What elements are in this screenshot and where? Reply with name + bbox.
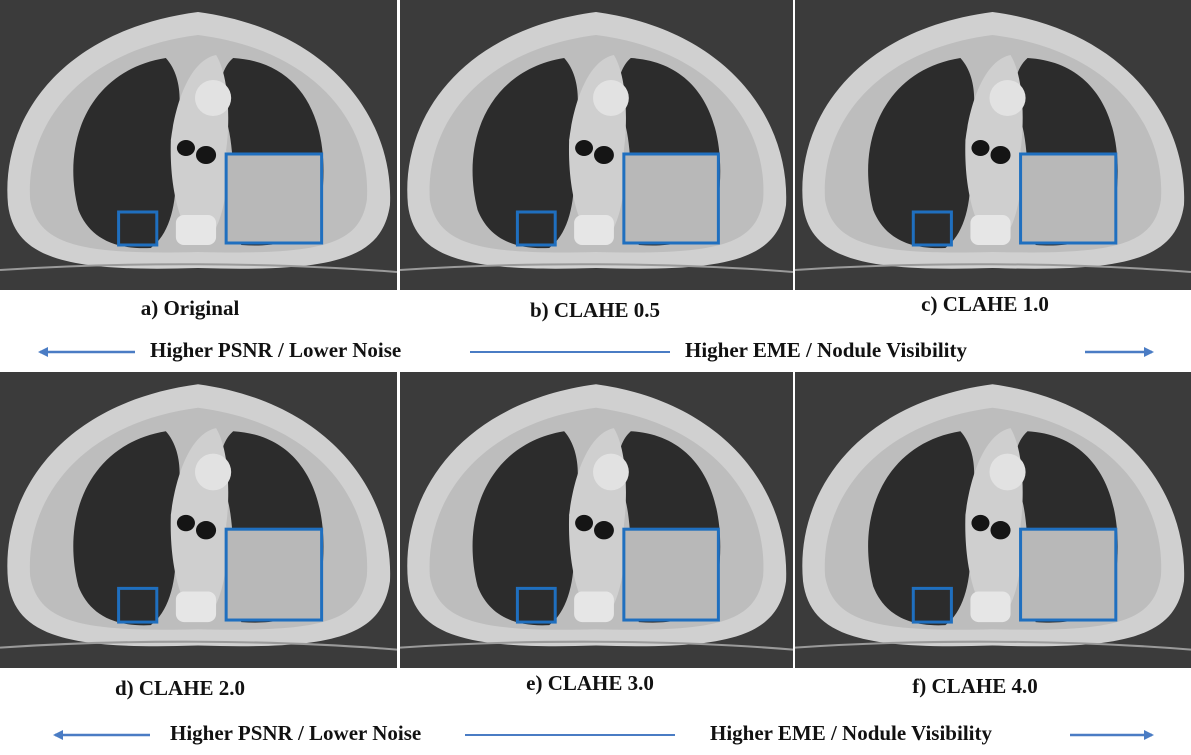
panel-caption: f) CLAHE 4.0 xyxy=(912,674,1037,698)
figure: a) Original b) CLAHE 0.5 c) CLAHE 1.0 d) CL… xyxy=(0,0,1191,755)
arrow-label-left: Higher PSNR / Lower Noise xyxy=(150,338,401,362)
ct-image xyxy=(795,0,1191,290)
arrow-label-right: Higher EME / Nodule Visibility xyxy=(685,338,967,362)
ct-image xyxy=(400,0,793,290)
arrow-label-left: Higher PSNR / Lower Noise xyxy=(170,721,421,745)
ct-image xyxy=(0,0,397,290)
ct-image xyxy=(0,372,397,668)
panel-caption: c) CLAHE 1.0 xyxy=(921,292,1049,316)
ct-image xyxy=(400,372,793,668)
ct-image xyxy=(795,372,1191,668)
panel-caption: b) CLAHE 0.5 xyxy=(530,298,660,322)
panel-caption: e) CLAHE 3.0 xyxy=(526,671,654,695)
panel-caption: d) CLAHE 2.0 xyxy=(115,676,245,700)
arrow-label-right: Higher EME / Nodule Visibility xyxy=(710,721,992,745)
panel-caption: a) Original xyxy=(141,296,240,320)
